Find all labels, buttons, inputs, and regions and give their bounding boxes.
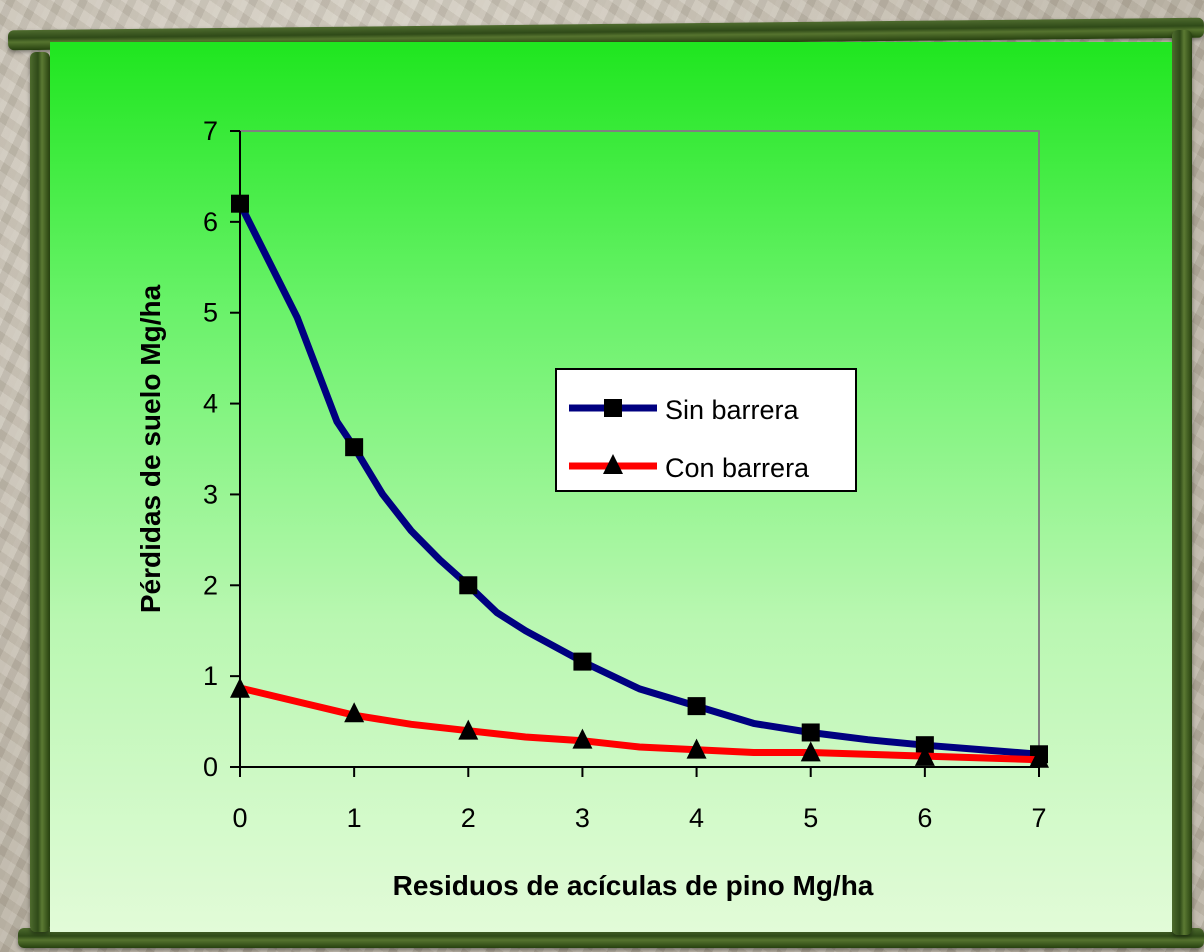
y-axis-title: Pérdidas de suelo Mg/ha: [135, 284, 166, 613]
data-point-con-barrera: [914, 745, 935, 766]
legend-label-con-barrera: Con barrera: [665, 453, 810, 483]
x-tick-label: 5: [803, 803, 818, 833]
x-axis-title: Residuos de acículas de pino Mg/ha: [393, 870, 874, 901]
legend-item-con-barrera: Con barrera: [557, 446, 855, 486]
legend-label-sin-barrera: Sin barrera: [665, 395, 799, 425]
x-tick-label: 2: [461, 803, 476, 833]
data-point-sin-barrera: [345, 438, 364, 457]
series-layer: [230, 194, 1049, 768]
y-tick-label: 5: [203, 298, 218, 328]
data-point-con-barrera: [800, 741, 821, 762]
x-axis-ticks: 0 1 2 3 4 5 6 7: [232, 767, 1047, 833]
x-tick-label: 6: [917, 803, 932, 833]
y-tick-label: 4: [203, 389, 218, 419]
legend-item-sin-barrera: Sin barrera: [557, 388, 855, 428]
x-tick-label: 1: [347, 803, 362, 833]
y-tick-label: 7: [203, 116, 218, 146]
frame-stick-left: [30, 52, 50, 932]
y-tick-label: 3: [203, 479, 218, 509]
legend-square-marker: [604, 399, 622, 417]
data-point-sin-barrera: [231, 194, 249, 213]
frame-stick-bottom: [18, 928, 1204, 948]
y-tick-label: 0: [203, 752, 218, 782]
data-point-con-barrera: [1029, 747, 1049, 768]
data-point-con-barrera: [572, 728, 593, 749]
data-point-con-barrera: [230, 677, 250, 698]
data-point-sin-barrera: [915, 736, 934, 755]
data-point-con-barrera: [344, 702, 365, 723]
data-point-con-barrera: [686, 738, 707, 759]
x-tick-label: 0: [232, 803, 247, 833]
x-tick-label: 3: [575, 803, 590, 833]
y-tick-label: 2: [203, 570, 218, 600]
x-tick-label: 4: [689, 803, 704, 833]
data-point-con-barrera: [458, 719, 479, 740]
y-tick-label: 1: [203, 661, 218, 691]
legend-triangle-marker: [603, 454, 623, 474]
y-tick-label: 6: [203, 207, 218, 237]
series-sin-barrera: [231, 194, 1048, 764]
y-axis-ticks: 0 1 2 3 4 5 6 7: [203, 116, 240, 782]
data-point-sin-barrera: [459, 576, 478, 595]
series-con-barrera: [230, 677, 1049, 768]
x-tick-label: 7: [1031, 803, 1046, 833]
frame-stick-right: [1172, 30, 1192, 935]
data-point-sin-barrera: [687, 697, 706, 716]
legend: Sin barrera Con barrera: [555, 368, 857, 492]
data-point-sin-barrera: [573, 652, 592, 671]
data-point-sin-barrera: [801, 723, 820, 742]
